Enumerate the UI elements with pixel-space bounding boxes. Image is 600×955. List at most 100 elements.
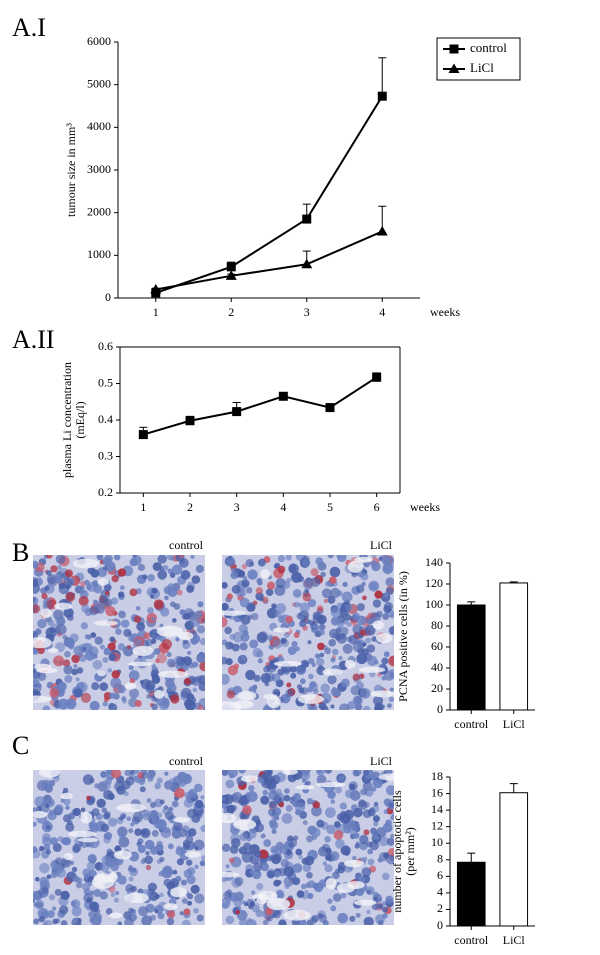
micrograph (222, 770, 394, 925)
marker (185, 416, 195, 426)
x-tick-label: control (454, 933, 489, 947)
x-tick-label: control (454, 717, 489, 731)
cell (107, 667, 113, 673)
cell (300, 883, 307, 890)
cell (94, 783, 100, 789)
cell (157, 555, 167, 564)
cell (64, 674, 73, 683)
cell (364, 787, 374, 797)
cell (124, 770, 131, 777)
cell (372, 891, 379, 898)
cell (307, 880, 316, 888)
cell (355, 584, 365, 593)
cell (238, 570, 245, 577)
cell (54, 804, 64, 813)
cell (118, 610, 126, 619)
y-tick-label: 60 (431, 639, 443, 653)
cell (44, 803, 50, 808)
cell (195, 564, 204, 573)
marker (325, 403, 335, 413)
cell (197, 704, 204, 710)
cell (354, 843, 360, 849)
cell (242, 629, 249, 636)
cell (342, 581, 348, 587)
cell (145, 638, 153, 647)
gap (124, 892, 149, 904)
cell (71, 899, 81, 909)
cell (320, 692, 332, 704)
cell (33, 560, 39, 569)
cell (224, 626, 232, 635)
gap (97, 578, 109, 586)
cell (302, 578, 314, 590)
cell (137, 563, 146, 572)
marker (232, 407, 242, 417)
cell (300, 687, 308, 695)
cell (129, 867, 139, 877)
cell (256, 883, 264, 891)
marker (150, 283, 162, 294)
cell (89, 700, 100, 710)
y-axis-label: number of apoptotic cells (390, 790, 404, 913)
y-tick-label: 8 (437, 852, 443, 866)
cell (178, 779, 186, 788)
cell (166, 658, 176, 668)
cell (47, 619, 55, 626)
cell (154, 909, 159, 914)
y-tick-label: 2 (437, 901, 443, 915)
cell (364, 625, 376, 636)
cell (93, 889, 102, 897)
cell (222, 902, 229, 909)
cell (164, 811, 174, 821)
cell (143, 632, 151, 640)
cell (332, 871, 340, 880)
cell (356, 603, 365, 612)
cell (138, 813, 144, 819)
cell (333, 689, 342, 697)
cell (89, 822, 99, 831)
cell (167, 843, 174, 850)
cell (190, 884, 200, 894)
gap (33, 637, 52, 649)
cell (388, 802, 394, 808)
cell (275, 772, 286, 783)
gap (315, 782, 346, 788)
cell (167, 568, 174, 574)
cell (148, 891, 159, 902)
cell (329, 566, 341, 578)
cell (72, 807, 81, 817)
cell (227, 770, 238, 778)
y-tick-label: 6 (437, 868, 443, 882)
cell (353, 807, 363, 818)
cell (262, 789, 269, 796)
cell (174, 788, 185, 799)
y-tick-label: 4000 (87, 119, 111, 133)
cell (122, 699, 127, 704)
cell (362, 770, 370, 776)
cell (151, 587, 158, 594)
marker (278, 391, 288, 401)
gap (72, 558, 100, 569)
cell (385, 586, 394, 596)
cell (86, 584, 93, 591)
cell (338, 775, 345, 782)
gap (178, 631, 194, 641)
cell (339, 626, 349, 636)
cell (52, 631, 57, 636)
cell (222, 582, 228, 589)
cell (292, 589, 302, 598)
cell (326, 824, 336, 835)
cell (151, 829, 159, 837)
cell (383, 651, 390, 658)
cell (80, 622, 89, 630)
cell (286, 682, 292, 688)
cell (62, 787, 69, 794)
cell (49, 688, 59, 698)
cell (260, 795, 270, 805)
cell (245, 587, 253, 594)
cell (138, 906, 149, 917)
cell (324, 836, 331, 843)
cell (371, 636, 377, 642)
cell (385, 895, 394, 904)
cell (117, 921, 123, 925)
